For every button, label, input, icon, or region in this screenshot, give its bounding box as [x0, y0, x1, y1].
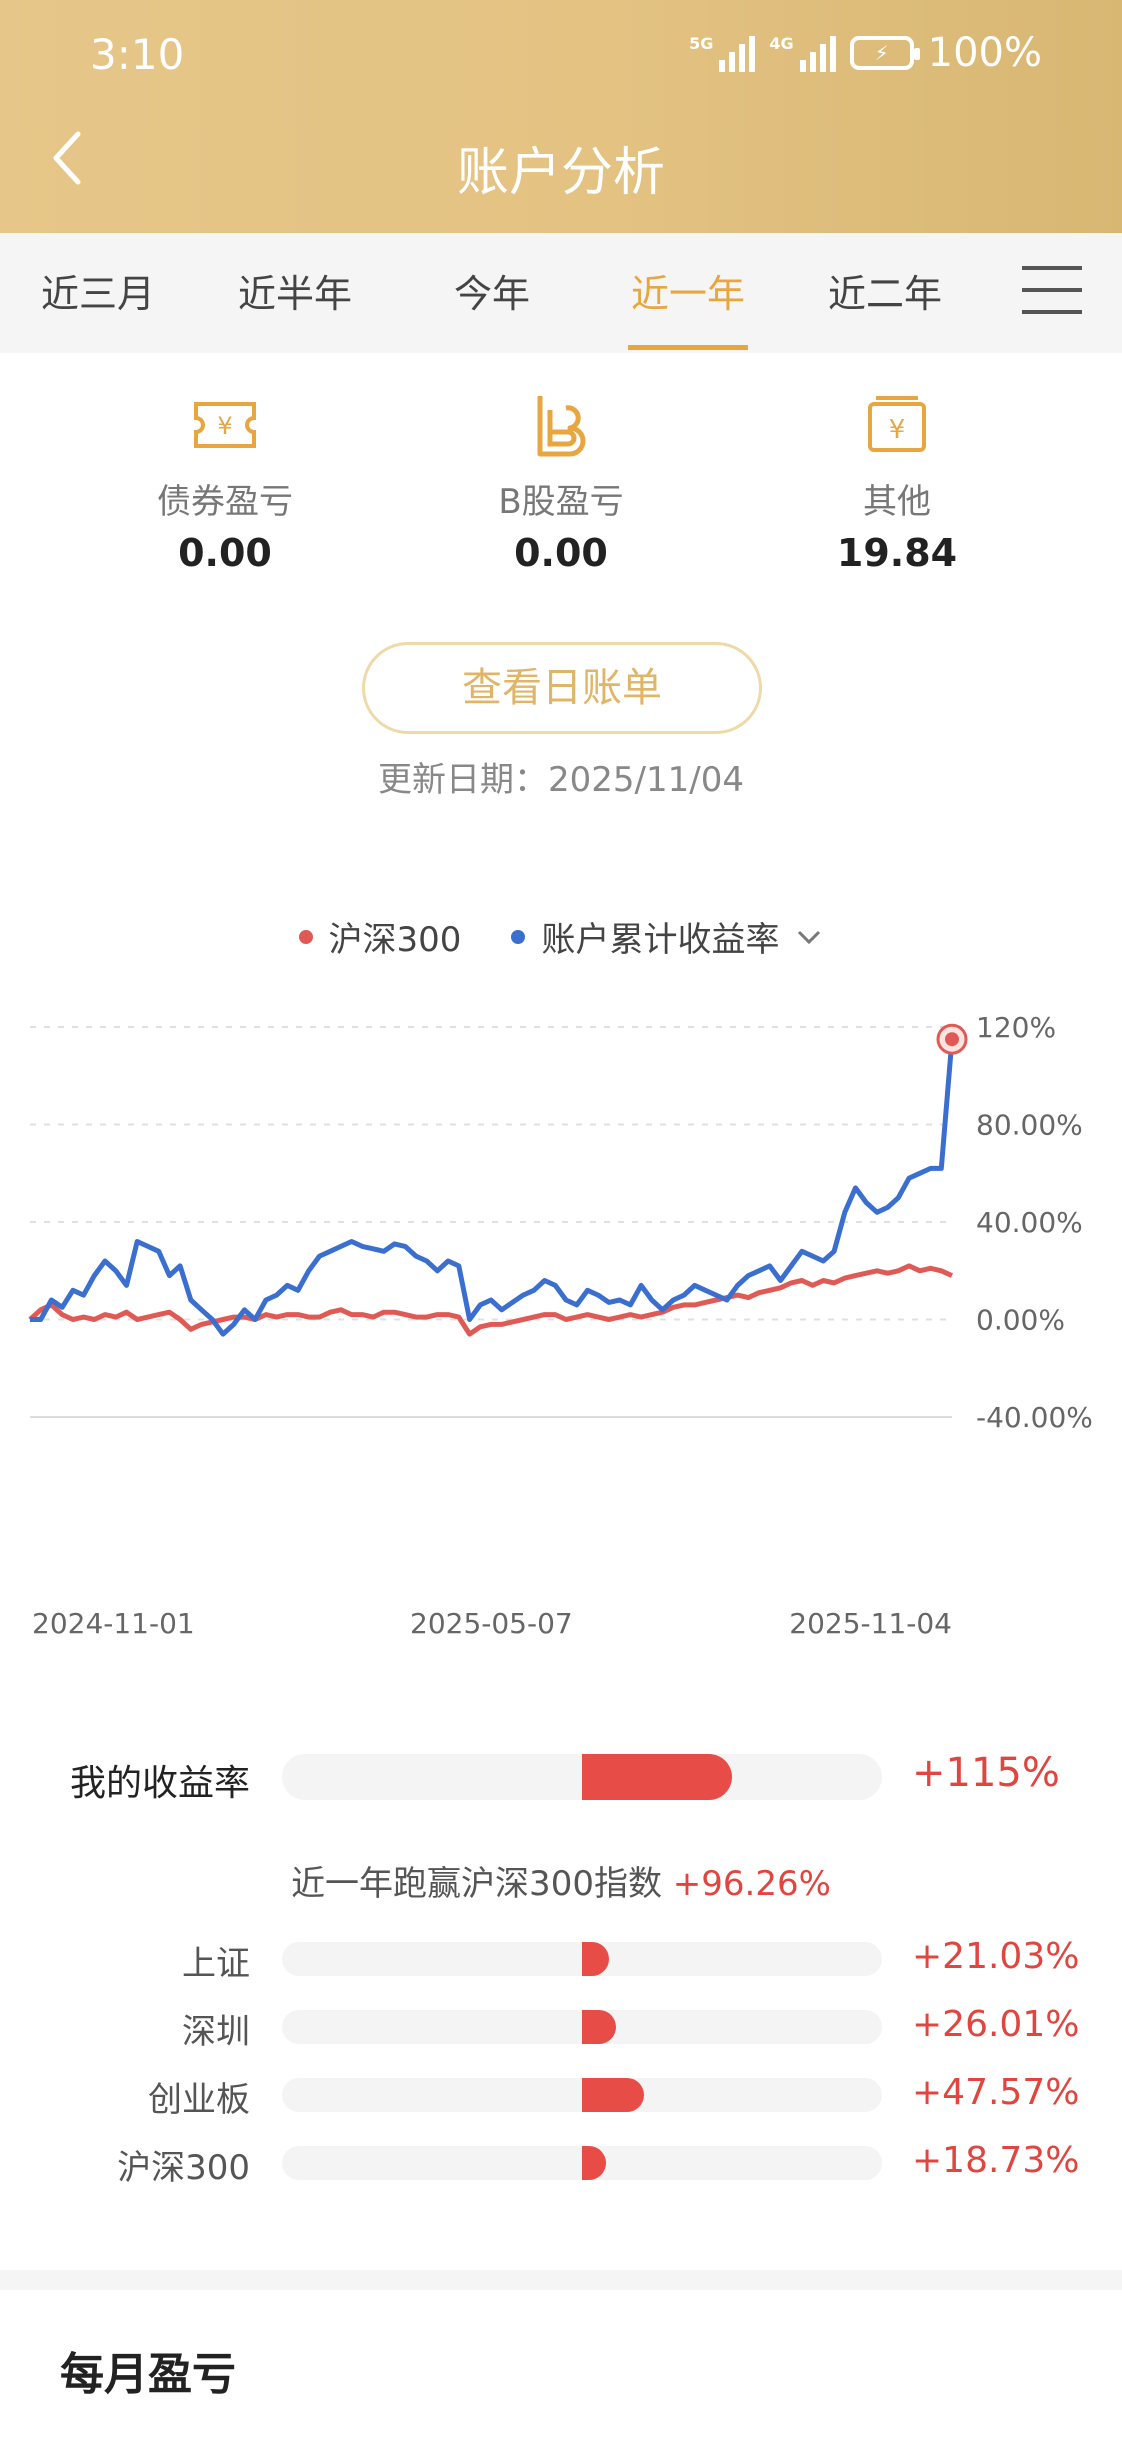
chevron-down-icon [798, 930, 821, 944]
tab-2-years[interactable]: 近二年 [827, 272, 942, 316]
index-value: +47.57% [912, 2072, 1080, 2113]
stat-label: 债券盈亏 [157, 482, 293, 522]
bond-ticket-icon: ¥ [194, 402, 256, 448]
my-return-bar [282, 1754, 882, 1800]
update-date: 更新日期：2025/11/04 [378, 760, 744, 800]
stat-value: 19.84 [836, 531, 958, 575]
y-tick-label: 40.00% [976, 1206, 1083, 1239]
battery-level: 100% [927, 30, 1042, 76]
status-time: 3:10 [90, 30, 185, 79]
return-chart[interactable]: 120% 80.00% 40.00% 0.00% -40.00% 2024-11-01 2… [0, 1000, 1122, 1660]
back-icon[interactable] [48, 128, 88, 188]
signal-4g-icon: 4G [769, 34, 836, 72]
index-row-chinext: 创业板 +47.57% [0, 2066, 1122, 2126]
section-divider [0, 2270, 1122, 2290]
x-tick-label: 2024-11-01 [32, 1607, 195, 1640]
y-tick-label: 80.00% [976, 1109, 1083, 1142]
index-label: 创业板 [148, 2080, 250, 2120]
my-return-label: 我的收益率 [69, 1763, 250, 1804]
tab-3-months[interactable]: 近三月 [40, 272, 155, 316]
tab-half-year[interactable]: 近半年 [237, 272, 352, 316]
index-bar [282, 1942, 882, 1976]
index-bar [282, 2146, 882, 2180]
active-tab-indicator [628, 345, 748, 350]
stat-bond-pnl[interactable]: ¥ 债券盈亏 0.00 [100, 390, 350, 575]
index-row-csi300: 沪深300 +18.73% [0, 2134, 1122, 2194]
series-line-account [30, 1038, 955, 1337]
stat-value: 0.00 [514, 531, 608, 575]
y-tick-label: 0.00% [976, 1304, 1065, 1337]
x-tick-label: 2025-11-04 [789, 1607, 952, 1640]
legend-dot-blue-icon [511, 929, 526, 944]
tab-this-year[interactable]: 今年 [453, 272, 530, 316]
b-share-icon [537, 396, 586, 457]
index-row-shanghai: 上证 +21.03% [0, 1930, 1122, 1990]
view-daily-bill-button[interactable]: 查看日账单 [362, 642, 762, 734]
index-value: +18.73% [912, 2140, 1080, 2181]
stat-b-share-pnl[interactable]: B股盈亏 0.00 [436, 390, 686, 575]
tab-1-year[interactable]: 近一年 [630, 272, 745, 316]
app-header: 3:10 5G 4G ⚡ 100% 账户分析 [0, 0, 1122, 233]
legend-dot-red-icon [298, 929, 313, 944]
legend-account-dropdown[interactable]: 账户累计收益率 [511, 912, 823, 961]
y-tick-label: -40.00% [976, 1401, 1093, 1434]
index-label: 深圳 [182, 2012, 250, 2052]
my-return-row: 我的收益率 +115% [0, 1748, 1122, 1808]
battery-icon: ⚡ [849, 36, 920, 70]
monthly-pnl-title: 每月盈亏 [60, 2349, 236, 2400]
y-tick-label: 120% [976, 1011, 1056, 1044]
yen-box-icon: ¥ [868, 396, 926, 452]
svg-text:¥: ¥ [217, 412, 232, 440]
status-bar-icons: 5G 4G ⚡ 100% [689, 30, 1042, 76]
legend-index: 沪深300 [298, 912, 461, 961]
beat-index-text: 近一年跑赢沪深300指数 +96.26% [291, 1864, 831, 1904]
page-title: 账户分析 [456, 143, 665, 203]
stat-label: B股盈亏 [498, 482, 624, 522]
stat-label: 其他 [863, 482, 931, 522]
stat-other[interactable]: ¥ 其他 19.84 [772, 390, 1022, 575]
index-value: +21.03% [912, 1936, 1080, 1977]
index-row-shenzhen: 深圳 +26.01% [0, 1998, 1122, 2058]
svg-text:¥: ¥ [889, 415, 906, 445]
period-tabs: 近三月 近半年 今年 近一年 近二年 [0, 233, 1122, 353]
series-line-index [28, 1263, 954, 1337]
index-value: +26.01% [912, 2004, 1080, 2045]
index-bar [282, 2010, 882, 2044]
stat-value: 0.00 [178, 531, 272, 575]
index-label: 上证 [182, 1944, 250, 1984]
signal-5g-icon: 5G [689, 34, 756, 72]
menu-icon[interactable] [1022, 266, 1082, 320]
my-return-value: +115% [912, 1750, 1060, 1796]
index-label: 沪深300 [117, 2148, 250, 2188]
latest-point-dot [945, 1032, 959, 1047]
x-tick-label: 2025-05-07 [410, 1607, 573, 1640]
index-bar [282, 2078, 882, 2112]
chart-legend: 沪深300 账户累计收益率 [0, 912, 1122, 961]
